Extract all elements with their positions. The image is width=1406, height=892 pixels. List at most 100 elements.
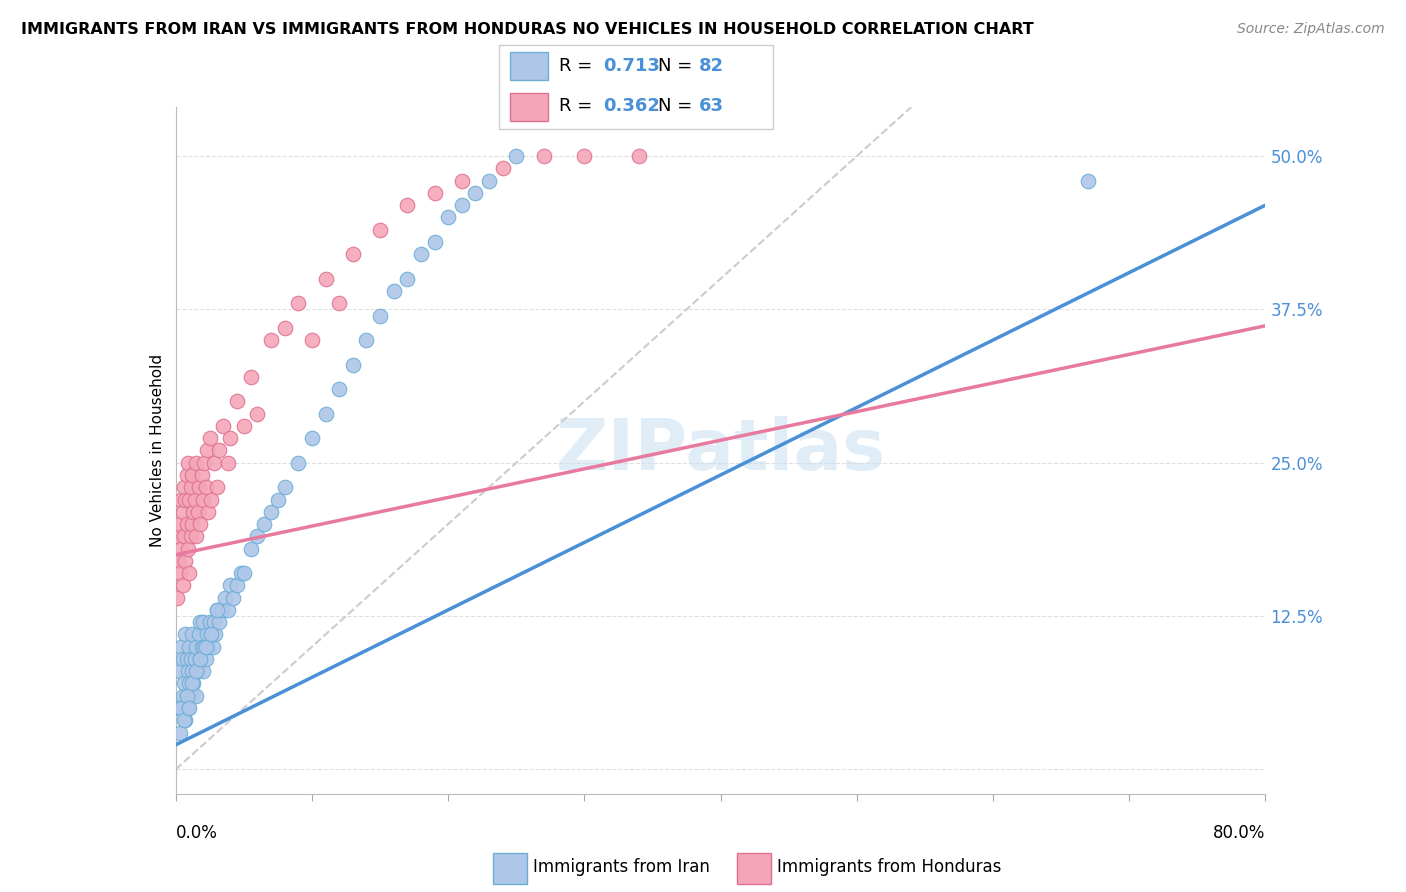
Point bbox=[167, 701, 190, 715]
Point bbox=[202, 615, 225, 630]
Point bbox=[197, 640, 219, 654]
Point bbox=[396, 271, 419, 285]
Text: ZIPatlas: ZIPatlas bbox=[555, 416, 886, 485]
Point bbox=[464, 186, 486, 200]
Point bbox=[222, 591, 245, 605]
Point bbox=[226, 578, 249, 592]
FancyBboxPatch shape bbox=[737, 854, 770, 883]
Point bbox=[274, 321, 297, 335]
Point bbox=[194, 480, 217, 494]
Point bbox=[186, 529, 208, 543]
Text: N =: N = bbox=[658, 97, 699, 115]
Point bbox=[176, 689, 198, 703]
Point bbox=[172, 578, 194, 592]
Point bbox=[170, 701, 193, 715]
Point bbox=[267, 492, 290, 507]
Point bbox=[287, 296, 309, 310]
Point bbox=[194, 652, 217, 666]
Point bbox=[172, 652, 194, 666]
Point bbox=[174, 492, 197, 507]
Point bbox=[179, 676, 201, 690]
Point bbox=[183, 505, 205, 519]
Point bbox=[328, 382, 350, 396]
Point bbox=[177, 664, 200, 679]
Text: IMMIGRANTS FROM IRAN VS IMMIGRANTS FROM HONDURAS NO VEHICLES IN HOUSEHOLD CORREL: IMMIGRANTS FROM IRAN VS IMMIGRANTS FROM … bbox=[21, 22, 1033, 37]
Point bbox=[574, 149, 596, 163]
Point bbox=[173, 676, 195, 690]
Point bbox=[208, 443, 231, 458]
Point bbox=[231, 566, 253, 581]
Point bbox=[208, 615, 231, 630]
Point bbox=[239, 369, 262, 384]
Point bbox=[169, 725, 191, 739]
Point bbox=[193, 640, 215, 654]
Point bbox=[169, 566, 191, 581]
Point bbox=[197, 505, 219, 519]
Point bbox=[219, 431, 242, 445]
Point bbox=[190, 640, 212, 654]
Point bbox=[187, 627, 209, 641]
Point bbox=[253, 517, 276, 532]
Point bbox=[195, 443, 218, 458]
Point bbox=[200, 627, 222, 641]
Point bbox=[368, 309, 391, 323]
Point bbox=[176, 689, 198, 703]
Point bbox=[328, 296, 350, 310]
Point bbox=[180, 529, 202, 543]
Point bbox=[177, 701, 200, 715]
Point bbox=[1077, 173, 1099, 188]
Point bbox=[198, 431, 221, 445]
Point bbox=[232, 419, 254, 434]
Text: 0.0%: 0.0% bbox=[176, 824, 218, 842]
Point bbox=[180, 652, 202, 666]
Point bbox=[173, 480, 195, 494]
Point bbox=[205, 480, 228, 494]
Point bbox=[186, 456, 208, 470]
Point bbox=[423, 186, 446, 200]
Point bbox=[183, 676, 205, 690]
Point bbox=[356, 333, 378, 347]
Point bbox=[186, 689, 208, 703]
Point bbox=[505, 149, 527, 163]
Text: 63: 63 bbox=[699, 97, 724, 115]
Point bbox=[173, 529, 195, 543]
Point bbox=[172, 505, 194, 519]
Point bbox=[396, 198, 419, 212]
Point bbox=[219, 578, 242, 592]
FancyBboxPatch shape bbox=[499, 45, 773, 129]
Point bbox=[201, 640, 224, 654]
Point bbox=[184, 492, 207, 507]
Point bbox=[181, 517, 204, 532]
Point bbox=[180, 689, 202, 703]
Text: R =: R = bbox=[560, 57, 599, 75]
Point bbox=[170, 492, 193, 507]
Point bbox=[191, 492, 214, 507]
Point bbox=[191, 615, 214, 630]
Point bbox=[214, 591, 236, 605]
Point bbox=[315, 271, 337, 285]
Point bbox=[170, 640, 193, 654]
Point bbox=[368, 223, 391, 237]
Point bbox=[190, 467, 212, 482]
Point bbox=[627, 149, 650, 163]
Point bbox=[200, 627, 222, 641]
Point bbox=[181, 627, 204, 641]
Point bbox=[186, 664, 208, 679]
Point bbox=[174, 627, 197, 641]
Point bbox=[186, 505, 209, 519]
Point bbox=[193, 456, 215, 470]
Point bbox=[174, 714, 197, 728]
Point bbox=[179, 566, 201, 581]
Text: N =: N = bbox=[658, 57, 699, 75]
Point bbox=[186, 664, 209, 679]
Point bbox=[226, 394, 249, 409]
Point bbox=[167, 529, 190, 543]
Point bbox=[492, 161, 515, 176]
Point bbox=[179, 701, 201, 715]
Point bbox=[176, 467, 198, 482]
Point bbox=[301, 333, 323, 347]
Point bbox=[188, 652, 211, 666]
Point bbox=[181, 676, 204, 690]
Point bbox=[342, 247, 364, 261]
Point bbox=[173, 714, 195, 728]
